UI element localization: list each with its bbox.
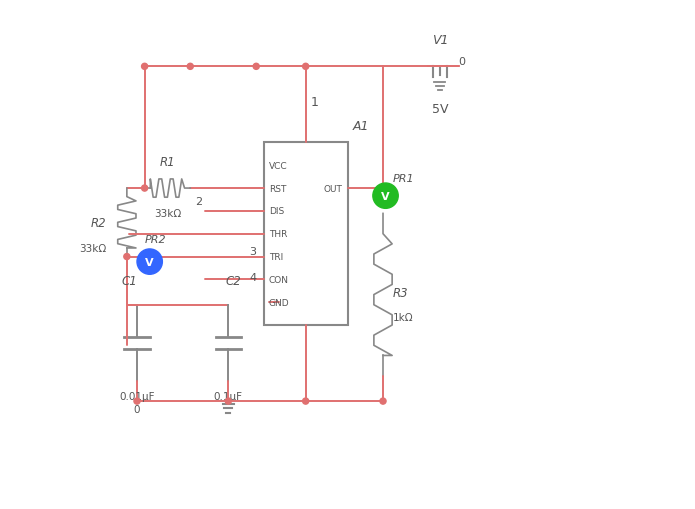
Circle shape — [373, 184, 398, 209]
Text: VCC: VCC — [269, 161, 288, 171]
Text: CON: CON — [269, 275, 289, 285]
Text: 0.01μF: 0.01μF — [120, 391, 155, 401]
Circle shape — [137, 249, 163, 275]
Circle shape — [134, 398, 140, 404]
Text: 33kΩ: 33kΩ — [79, 243, 106, 253]
Text: R2: R2 — [91, 216, 106, 230]
Circle shape — [380, 398, 386, 404]
Circle shape — [124, 254, 130, 260]
Text: THR: THR — [269, 230, 287, 239]
Text: 3: 3 — [250, 247, 256, 257]
Text: RST: RST — [269, 184, 286, 193]
Text: 33kΩ: 33kΩ — [154, 209, 181, 219]
Circle shape — [380, 186, 386, 192]
Text: TRI: TRI — [269, 252, 283, 262]
Text: GND: GND — [269, 298, 290, 307]
Text: R1: R1 — [160, 155, 175, 168]
Circle shape — [225, 398, 231, 404]
Circle shape — [187, 64, 193, 70]
Circle shape — [253, 64, 259, 70]
Text: A1: A1 — [352, 120, 369, 133]
Text: C1: C1 — [122, 274, 138, 288]
Text: R3: R3 — [393, 286, 409, 299]
Text: 5V: 5V — [432, 103, 448, 116]
Text: V1: V1 — [432, 34, 448, 47]
Text: OUT: OUT — [324, 184, 343, 193]
Text: PR1: PR1 — [393, 174, 415, 184]
Circle shape — [142, 64, 147, 70]
Text: PR2: PR2 — [145, 235, 166, 244]
Circle shape — [302, 398, 309, 404]
Text: 0: 0 — [133, 404, 140, 414]
Text: 2: 2 — [195, 196, 202, 206]
Circle shape — [302, 64, 309, 70]
Circle shape — [142, 186, 147, 192]
Text: 0: 0 — [458, 57, 465, 67]
Text: 0.1μF: 0.1μF — [214, 391, 243, 401]
Text: 1: 1 — [311, 96, 318, 109]
Text: V: V — [382, 191, 390, 201]
Text: 4: 4 — [249, 272, 256, 282]
Bar — [264, 143, 348, 325]
Text: V: V — [145, 257, 154, 267]
Text: C2: C2 — [225, 274, 241, 288]
Text: 1kΩ: 1kΩ — [393, 313, 414, 323]
Text: DIS: DIS — [269, 207, 284, 216]
